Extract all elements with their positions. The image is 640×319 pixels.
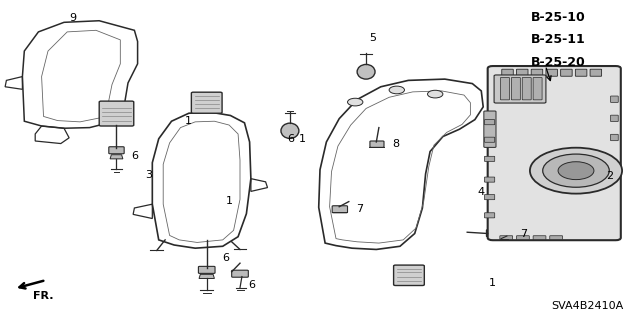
Text: 7: 7	[520, 228, 527, 239]
FancyBboxPatch shape	[611, 134, 618, 141]
Polygon shape	[110, 155, 123, 159]
Text: 7: 7	[356, 204, 364, 214]
FancyBboxPatch shape	[522, 78, 531, 100]
FancyBboxPatch shape	[590, 69, 602, 76]
Text: 6: 6	[222, 253, 228, 263]
FancyBboxPatch shape	[484, 137, 495, 142]
FancyBboxPatch shape	[516, 69, 528, 76]
Circle shape	[428, 90, 443, 98]
FancyBboxPatch shape	[533, 236, 546, 240]
FancyBboxPatch shape	[394, 265, 424, 286]
Circle shape	[389, 86, 404, 94]
FancyBboxPatch shape	[486, 230, 503, 237]
Text: B-25-10: B-25-10	[531, 11, 586, 24]
FancyBboxPatch shape	[191, 92, 222, 113]
FancyBboxPatch shape	[516, 236, 529, 240]
Text: 9: 9	[68, 12, 76, 23]
FancyBboxPatch shape	[611, 96, 618, 102]
FancyBboxPatch shape	[488, 66, 621, 240]
FancyBboxPatch shape	[370, 141, 384, 147]
Text: 1: 1	[226, 196, 232, 206]
Ellipse shape	[357, 64, 375, 79]
FancyBboxPatch shape	[550, 236, 563, 240]
FancyBboxPatch shape	[332, 206, 348, 213]
FancyBboxPatch shape	[484, 177, 495, 182]
Circle shape	[543, 154, 609, 187]
FancyBboxPatch shape	[502, 69, 513, 76]
FancyBboxPatch shape	[198, 266, 215, 273]
FancyBboxPatch shape	[494, 75, 546, 103]
Ellipse shape	[281, 123, 299, 138]
Circle shape	[558, 162, 594, 180]
FancyBboxPatch shape	[511, 78, 520, 100]
Text: B-25-11: B-25-11	[531, 33, 586, 46]
Text: SVA4B2410A: SVA4B2410A	[552, 301, 624, 311]
Text: 2: 2	[606, 171, 614, 181]
Text: 4: 4	[477, 187, 485, 197]
FancyBboxPatch shape	[109, 147, 124, 154]
Polygon shape	[199, 274, 214, 278]
FancyBboxPatch shape	[484, 195, 495, 200]
FancyBboxPatch shape	[500, 236, 513, 240]
FancyBboxPatch shape	[531, 69, 543, 76]
Text: 6: 6	[288, 134, 294, 144]
Text: B-25-20: B-25-20	[531, 56, 586, 69]
Text: 5: 5	[369, 33, 376, 43]
Text: 6: 6	[248, 279, 255, 290]
Text: 3: 3	[145, 170, 152, 181]
Text: FR.: FR.	[33, 291, 54, 301]
FancyBboxPatch shape	[546, 69, 557, 76]
FancyBboxPatch shape	[561, 69, 572, 76]
FancyBboxPatch shape	[484, 156, 495, 161]
Text: 6: 6	[131, 151, 138, 161]
FancyBboxPatch shape	[484, 111, 496, 147]
Circle shape	[530, 148, 622, 194]
Text: 1: 1	[186, 116, 192, 126]
Text: 1: 1	[300, 134, 306, 144]
FancyBboxPatch shape	[232, 270, 248, 277]
FancyBboxPatch shape	[484, 213, 495, 218]
FancyBboxPatch shape	[500, 78, 509, 100]
FancyBboxPatch shape	[575, 69, 587, 76]
Text: 8: 8	[392, 139, 399, 149]
Text: 1: 1	[490, 278, 496, 288]
FancyBboxPatch shape	[533, 78, 542, 100]
Circle shape	[348, 98, 363, 106]
FancyBboxPatch shape	[484, 120, 495, 125]
FancyBboxPatch shape	[99, 101, 134, 126]
FancyBboxPatch shape	[611, 115, 618, 122]
